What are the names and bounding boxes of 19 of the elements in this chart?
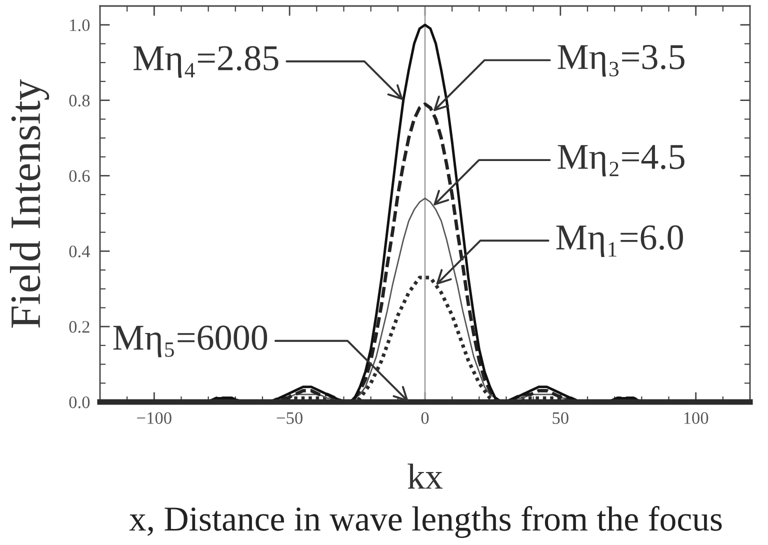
text: x, Distance in wave lengths from the focus xyxy=(129,506,722,538)
annotation: Mη₂=4.5 xyxy=(558,144,684,176)
x-tick-label: −100 xyxy=(137,412,172,424)
annotation: Mη₅=6000 xyxy=(113,326,268,358)
y-tick-label: 0.0 xyxy=(69,396,90,408)
y-axis-title: Field Intensity xyxy=(10,79,50,328)
y-tick-label: 0.8 xyxy=(69,94,90,107)
annotation: Mη₄=2.85 xyxy=(134,46,278,78)
annotation: Mη₁=6.0 xyxy=(556,225,683,258)
y-tick-label: 0.6 xyxy=(69,170,90,182)
x-axis-title: kx xyxy=(408,464,443,489)
y-tick-label: 0.4 xyxy=(69,246,90,258)
x-tick-label: 0 xyxy=(421,412,429,424)
y-tick-label: 1.0 xyxy=(70,19,90,32)
x-tick-label: 100 xyxy=(684,412,708,424)
x-tick-label: −50 xyxy=(276,412,302,424)
y-tick-label: 0.2 xyxy=(69,321,90,333)
annotation: Mη₃=3.5 xyxy=(558,44,684,77)
x-tick-label: 50 xyxy=(552,412,568,424)
